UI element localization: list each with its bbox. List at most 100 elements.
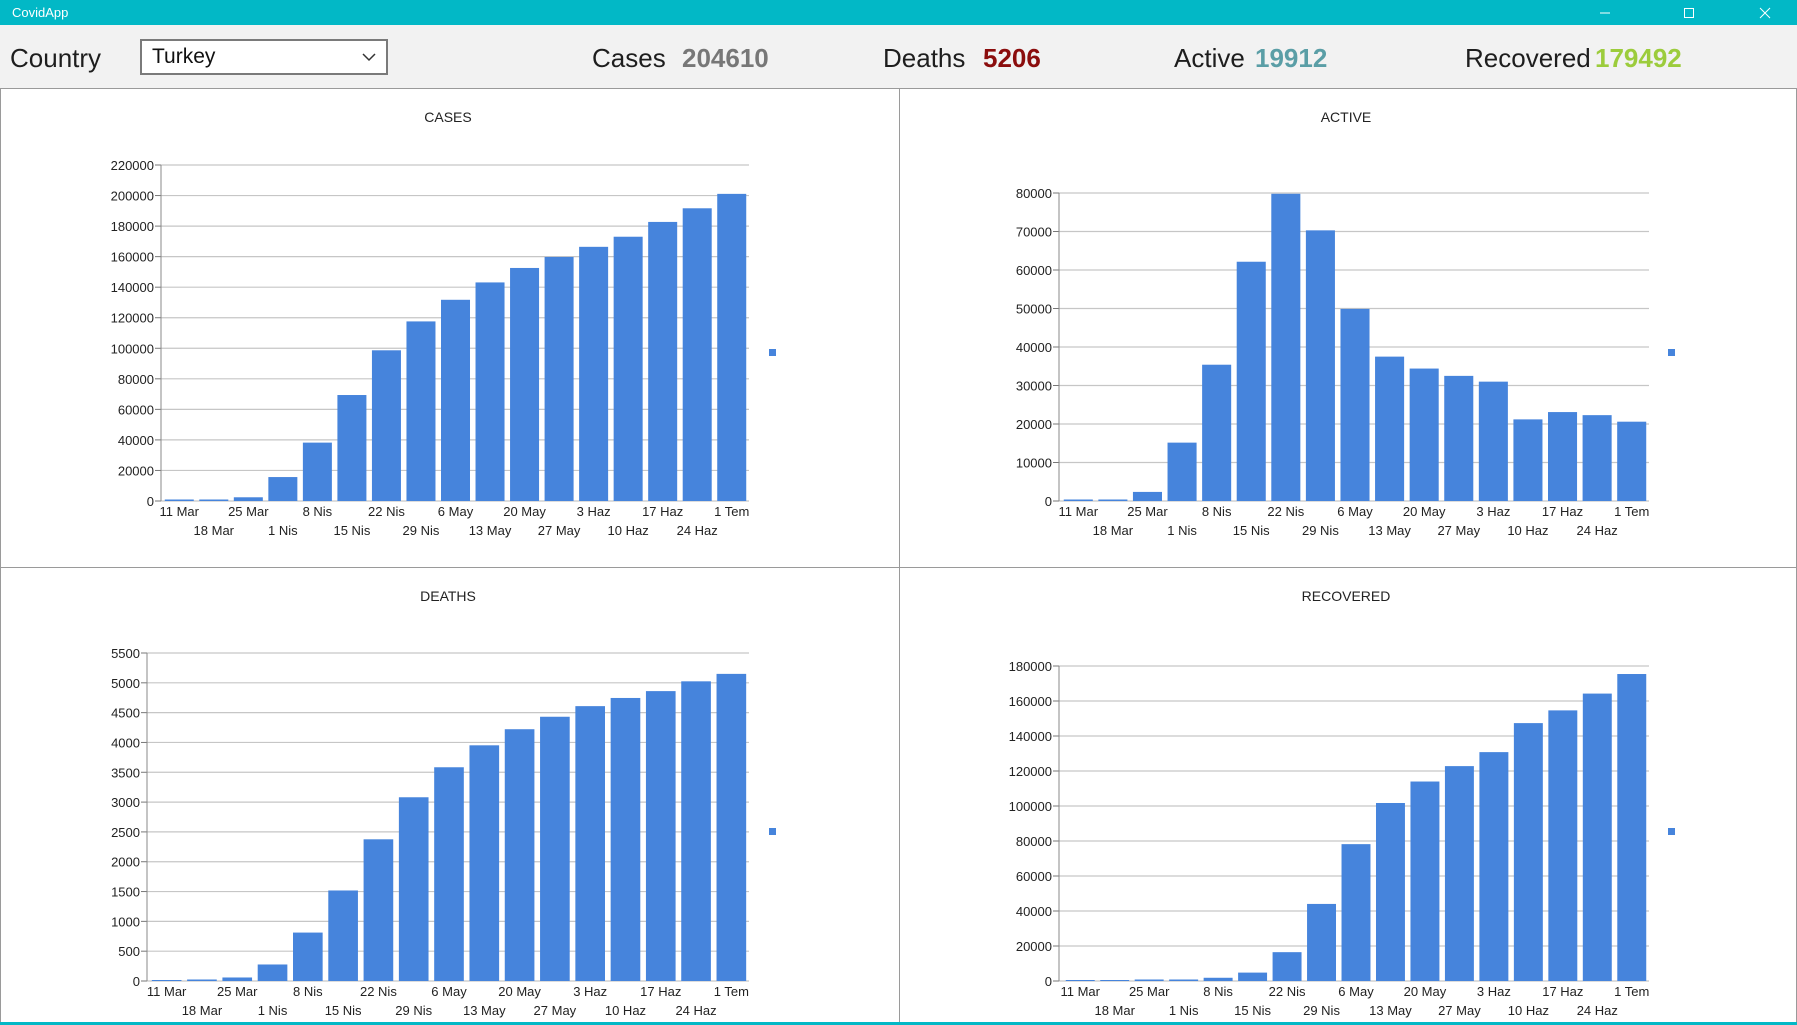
active-value: 19912 (1255, 43, 1328, 73)
app-title: CovidApp (12, 5, 69, 20)
y-tick-label: 80000 (1016, 186, 1052, 201)
x-tick-label: 29 Nis (403, 523, 440, 538)
x-tick-label: 17 Haz (1542, 984, 1583, 999)
title-bar: CovidApp (0, 0, 1797, 25)
y-tick-label: 120000 (1009, 764, 1052, 779)
y-tick-label: 1500 (111, 885, 140, 900)
y-tick-label: 0 (147, 494, 154, 509)
cases-chart-panel: CASES 0 20000 40000 60000 80000 100000 120000 14… (0, 88, 900, 568)
bar (398, 797, 429, 981)
bar (1305, 230, 1335, 501)
bar (1617, 421, 1647, 501)
maximize-button[interactable] (1665, 0, 1713, 25)
x-tick-label: 8 Nis (293, 984, 323, 999)
bar (1548, 710, 1578, 981)
y-tick-label: 3000 (111, 795, 140, 810)
y-tick-label: 40000 (118, 433, 154, 448)
x-tick-label: 27 May (538, 523, 581, 538)
bar (1582, 693, 1612, 981)
legend-marker (1668, 349, 1675, 356)
bar (199, 499, 229, 501)
x-tick-label: 1 Tem (714, 504, 749, 519)
x-tick-label: 25 Mar (217, 984, 258, 999)
bar (233, 497, 263, 501)
bar (681, 681, 711, 981)
country-select[interactable]: Turkey (140, 39, 388, 75)
x-tick-label: 29 Nis (1303, 1003, 1340, 1018)
x-tick-label: 8 Nis (303, 504, 333, 519)
y-tick-label: 2500 (111, 825, 140, 840)
bar (1167, 442, 1197, 501)
bar (1132, 491, 1162, 501)
close-button[interactable] (1741, 0, 1789, 25)
y-tick-label: 160000 (1009, 694, 1052, 709)
x-tick-label: 20 May (1403, 504, 1446, 519)
x-tick-label: 18 Mar (194, 523, 235, 538)
bar (716, 673, 747, 981)
x-tick-label: 13 May (1369, 1003, 1412, 1018)
x-tick-label: 13 May (463, 1003, 506, 1018)
legend-marker (769, 828, 776, 835)
x-tick-label: 20 May (1404, 984, 1447, 999)
active-label: Active (1174, 43, 1245, 73)
x-tick-label: 1 Nis (268, 523, 298, 538)
x-tick-label: 29 Nis (1302, 523, 1339, 538)
x-tick-label: 15 Nis (325, 1003, 362, 1018)
y-tick-label: 60000 (1016, 263, 1052, 278)
y-tick-label: 140000 (111, 280, 154, 295)
bar (1409, 368, 1439, 501)
country-label: Country (10, 43, 102, 73)
x-tick-label: 8 Nis (1203, 984, 1233, 999)
deaths-label: Deaths (883, 43, 966, 73)
x-tick-label: 1 Nis (258, 1003, 288, 1018)
active-chart-panel: ACTIVE 0 10000 20000 30000 40000 50000 60000 700… (899, 88, 1797, 568)
y-tick-label: 20000 (118, 463, 154, 478)
deaths-chart-panel: DEATHS 0 500 1000 1500 2000 2500 3000 3500 4000 45… (0, 567, 900, 1025)
y-tick-label: 20000 (1016, 939, 1052, 954)
recovered-label: Recovered (1465, 43, 1591, 73)
chevron-down-icon (362, 52, 376, 62)
y-tick-label: 0 (133, 974, 140, 989)
y-tick-label: 120000 (111, 311, 154, 326)
bar (717, 193, 747, 501)
bar (363, 839, 394, 981)
bar (1307, 903, 1337, 981)
x-tick-label: 11 Mar (147, 984, 187, 999)
bar (1134, 979, 1164, 981)
y-tick-label: 2000 (111, 855, 140, 870)
bar (1513, 723, 1543, 981)
x-tick-label: 22 Nis (1267, 504, 1304, 519)
x-tick-label: 1 Tem (1614, 984, 1649, 999)
bar (1238, 972, 1268, 981)
x-tick-label: 11 Mar (1060, 984, 1100, 999)
y-tick-label: 0 (1045, 974, 1052, 989)
x-tick-label: 29 Nis (395, 1003, 432, 1018)
y-tick-label: 3500 (111, 765, 140, 780)
x-tick-label: 10 Haz (1508, 1003, 1549, 1018)
minimize-button[interactable] (1581, 0, 1629, 25)
bar (1479, 752, 1509, 981)
bar (1340, 308, 1370, 501)
x-tick-label: 6 May (1338, 984, 1374, 999)
bar (222, 977, 253, 981)
chart-title: CASES (424, 109, 471, 125)
bar (1617, 674, 1647, 981)
recovered-chart: RECOVERED 0 20000 40000 60000 80000 100000 1200… (1009, 588, 1675, 1018)
x-tick-label: 1 Nis (1167, 523, 1197, 538)
x-tick-label: 11 Mar (160, 504, 200, 519)
x-tick-label: 1 Tem (1614, 504, 1649, 519)
bar (469, 745, 500, 981)
x-tick-label: 13 May (1368, 523, 1411, 538)
recovered-value: 179492 (1595, 43, 1682, 73)
bar (257, 964, 288, 981)
bar (1169, 979, 1199, 981)
y-tick-label: 200000 (111, 189, 154, 204)
x-tick-label: 11 Mar (1059, 504, 1099, 519)
x-tick-label: 22 Nis (368, 504, 405, 519)
bar (1272, 952, 1302, 981)
x-tick-label: 20 May (503, 504, 546, 519)
y-tick-label: 220000 (111, 158, 154, 173)
bar (1582, 415, 1612, 501)
x-tick-label: 8 Nis (1202, 504, 1232, 519)
y-tick-label: 40000 (1016, 904, 1052, 919)
